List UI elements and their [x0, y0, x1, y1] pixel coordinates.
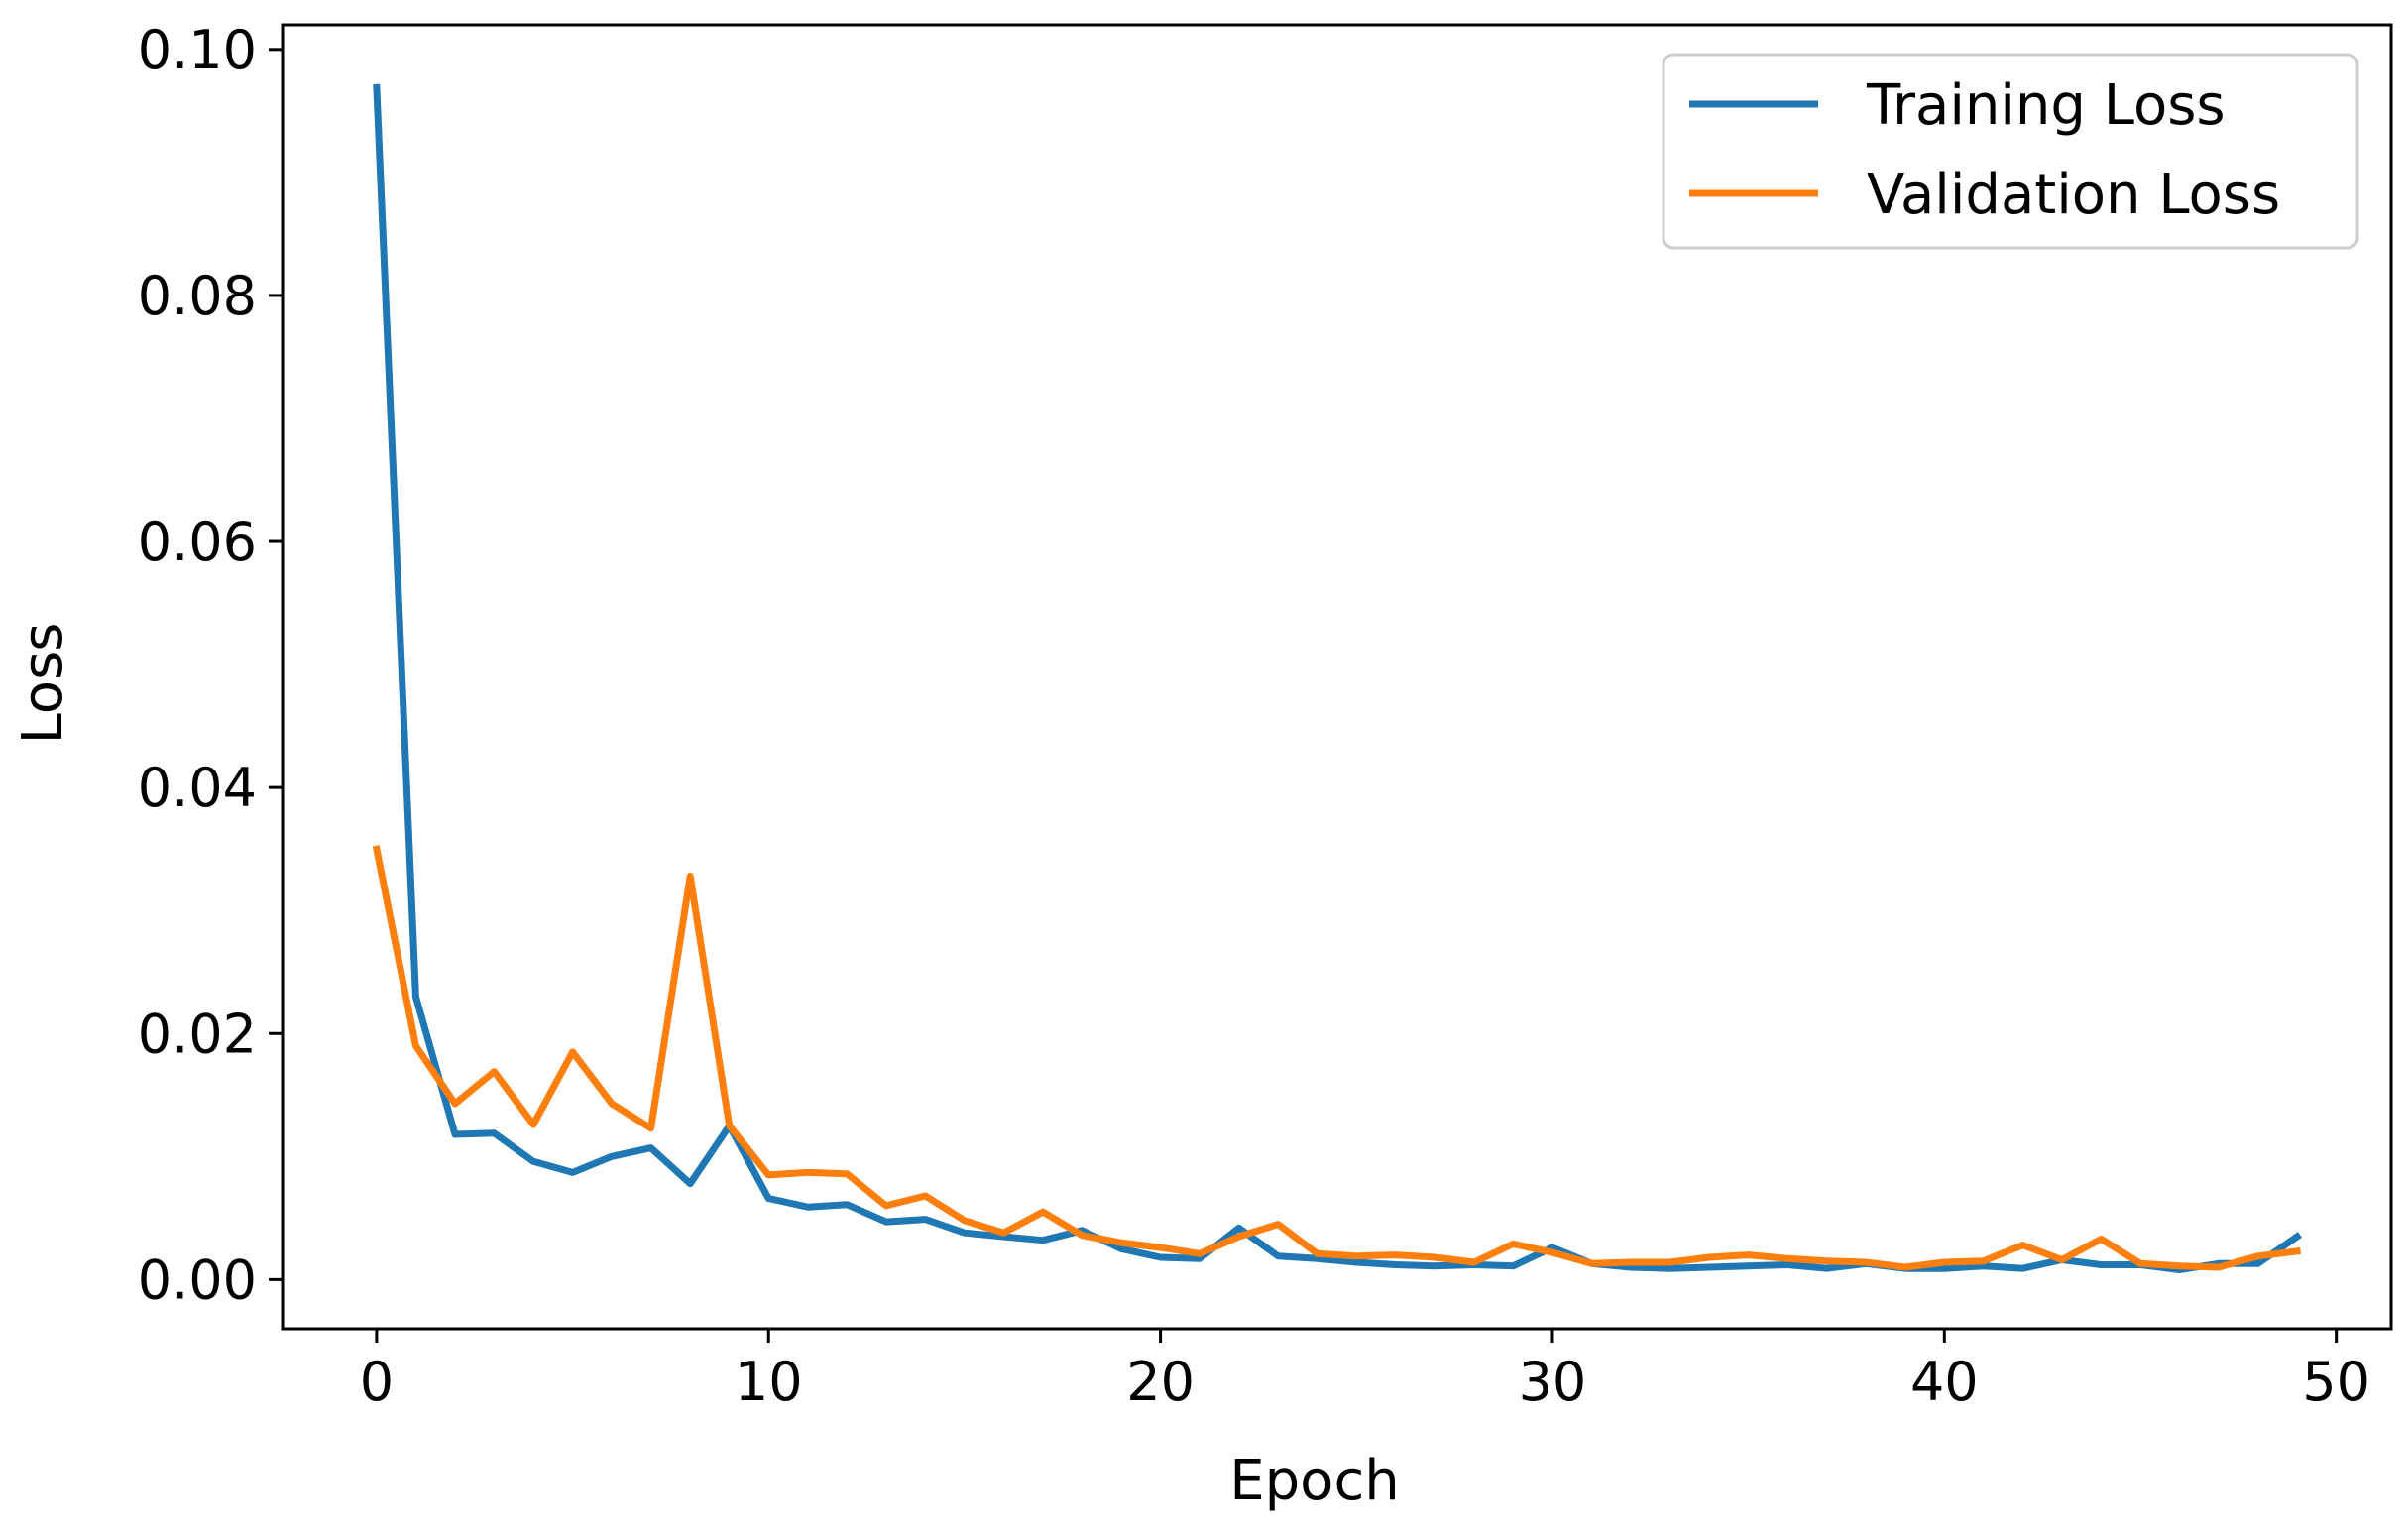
x-tick-label: 20 — [1126, 1351, 1195, 1413]
legend-label-1: Validation Loss — [1867, 163, 2280, 227]
plot-area — [372, 83, 2302, 1273]
x-tick-label: 30 — [1519, 1351, 1587, 1413]
x-tick-label: 40 — [1910, 1351, 1979, 1413]
y-tick-label: 0.08 — [138, 265, 257, 327]
y-tick-label: 0.10 — [138, 19, 257, 81]
legend-label-0: Training Loss — [1866, 73, 2226, 138]
y-tick-label: 0.06 — [138, 511, 257, 573]
x-tick-label: 0 — [360, 1351, 394, 1413]
legend: Training Loss Validation Loss — [1662, 53, 2359, 250]
series-line-1 — [372, 845, 2302, 1271]
axes-frame — [281, 23, 2393, 1331]
axes: 0 10 20 30 40 50 0.00 0.02 0.04 0.06 0.08 0.10 — [138, 19, 2393, 1413]
x-axis-label: Epoch — [1229, 1449, 1399, 1513]
x-tick-label: 10 — [735, 1351, 803, 1413]
legend-box — [1662, 53, 2359, 250]
series-line-0 — [373, 83, 2302, 1273]
y-axis-label: Loss — [11, 623, 75, 745]
y-tick-label: 0.00 — [138, 1248, 257, 1311]
y-tick-label: 0.04 — [138, 757, 257, 819]
x-tick-label: 50 — [2302, 1351, 2370, 1413]
y-tick-label: 0.02 — [138, 1003, 257, 1065]
